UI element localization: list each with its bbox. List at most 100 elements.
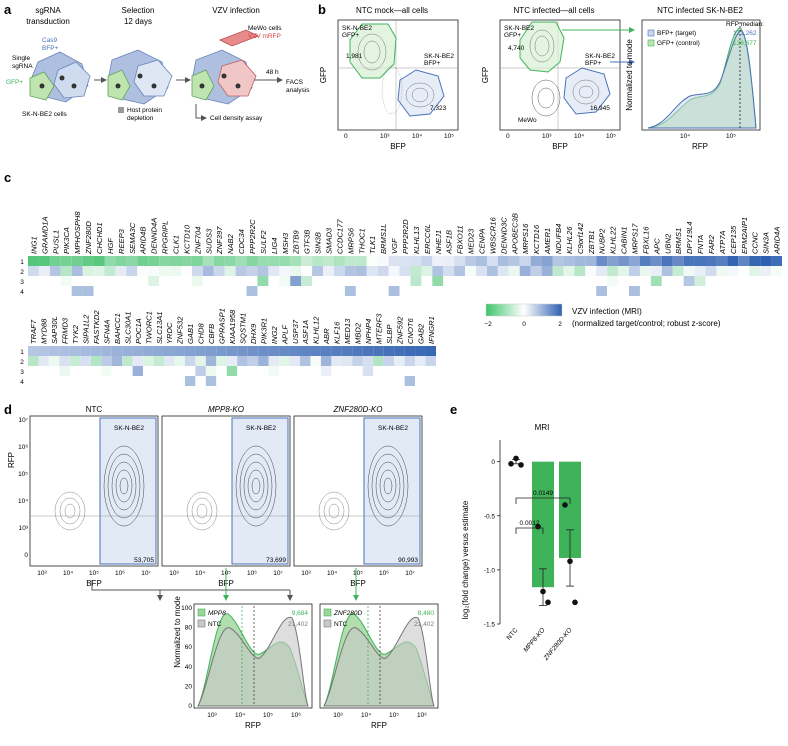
gene-label: PPP2R2D [401,219,410,254]
row-label: 4 [20,289,24,296]
hist-ctrl-median: 21,402 [414,621,434,628]
heatmap-cell [716,256,728,266]
heatmap-cell [716,266,728,276]
d-xtick: 10⁶ [379,570,389,577]
heatmap-cell [257,266,269,276]
heatmap-cell [195,346,206,356]
heatmap-cell [226,366,238,376]
heatmap-cell [38,266,50,276]
heatmap-cell [301,286,313,296]
inf-gfp-gate-label2: GFP+ [504,32,521,39]
gene-label: MRPS16 [521,223,530,254]
heatmap-cell [164,356,175,366]
heatmap-cell [320,376,332,386]
heatmap-cell [126,266,138,276]
d-gate-label: SK-N-BE2 [114,425,144,432]
heatmap-cell [344,276,356,286]
heatmap-cell [69,346,81,356]
gene-label: KIAA1958 [228,309,237,344]
heatmap-cell [705,256,717,266]
heatmap-cell [111,376,123,386]
median-label: RFP median: [726,21,764,28]
heatmap-cell [69,356,81,366]
heatmap-cell [683,276,695,286]
heatmap-cell [519,286,531,296]
cell-cluster-1 [29,51,91,103]
heatmap-cell [289,376,300,386]
heatmap-cell [355,276,367,286]
heatmap-cell [373,346,384,356]
heatmap-cell [476,266,487,276]
d-xtick: 10⁴ [195,570,205,577]
heatmap-cell [122,346,133,356]
heatmap-cell [90,366,102,376]
heatmap-cell [279,256,291,266]
heatmap-cell [563,266,575,276]
heatmap-cell [530,266,542,276]
gene-label: SULF2 [259,230,268,254]
heatmap-cell [191,286,203,296]
heatmap-cell [541,276,553,286]
heatmap-cell [191,266,203,276]
colorbar-tick-mid: 0 [522,321,526,328]
heatmap-cell [246,276,258,286]
heatmap-cell [607,286,619,296]
e-bar [532,461,554,588]
d-plot-title: ZNF280D-KO [333,405,383,414]
heatmap-cell [639,286,651,296]
heatmap-cell [508,286,520,296]
gene-label: MRPS17 [630,223,639,254]
gene-label: CBFB [207,324,216,344]
gene-label: NDUFB4 [554,224,563,254]
hist-xtick: 10⁶ [417,712,427,719]
heatmap-cell [738,256,750,266]
heatmap-cell [574,256,586,266]
inf-xtick-2: 10³ [542,133,552,140]
gene-label: NHEJ1 [434,230,443,254]
heatmap-cell [352,376,363,386]
heatmap-cell [760,266,772,276]
gene-label: C9orf142 [576,222,585,254]
heatmap-cell [497,266,509,276]
gene-label: HGF [106,238,115,254]
heatmap-cell [388,276,400,286]
heatmap-cell [421,266,433,276]
host-depletion-swatch [118,107,124,113]
heatmap-cell [246,256,258,266]
hist-xtick: 10⁴ [361,712,371,719]
heatmap-cell [760,256,772,266]
hist-ytick: 0 [188,703,192,710]
d-gate-label: SK-N-BE2 [246,425,276,432]
gene-label: FBXL16 [641,226,650,254]
d-hist-1: ZNF280D NTC 8,480 21,402 10³ 10⁴ 10⁵ 10⁶ RFP [319,603,439,730]
heatmap-cell [184,366,196,376]
heatmap-cell [596,276,608,286]
heatmap-cell [205,346,217,356]
heatmap-cell [310,376,321,386]
heatmap-cell [216,376,227,386]
heatmap-cell [184,376,196,386]
gene-label: MED13 [343,318,352,344]
gene-label: SIN3A [762,232,771,254]
heatmap-cell [257,286,269,296]
heatmap-cell [246,266,258,276]
heatmap-cell [771,276,782,286]
d-count: 73,699 [266,557,286,564]
gene-label: WBSCR16 [488,217,497,254]
row-label: 3 [20,369,24,376]
heatmap-cell [486,256,498,266]
host-depletion-label: Host protein [127,107,162,114]
heatmap-cell [257,256,269,266]
heatmap-cell [377,256,389,266]
sk-gate [99,417,157,565]
heatmap-cell [290,266,302,276]
heatmap-cell [59,376,70,386]
heatmap-cell [443,266,455,276]
heatmap-cell [760,286,772,296]
heatmap-cell [268,266,280,276]
hist-ntc-area [197,616,309,707]
d-xtick: 10⁷ [141,570,151,577]
heatmap-cell [639,266,651,276]
d-scatter-0: NTC SK-N-BE2 53,705 10³ 10⁴ 10⁵ 10⁶ 10⁷ BFP [29,405,159,588]
d-xtick: 10⁶ [115,570,125,577]
